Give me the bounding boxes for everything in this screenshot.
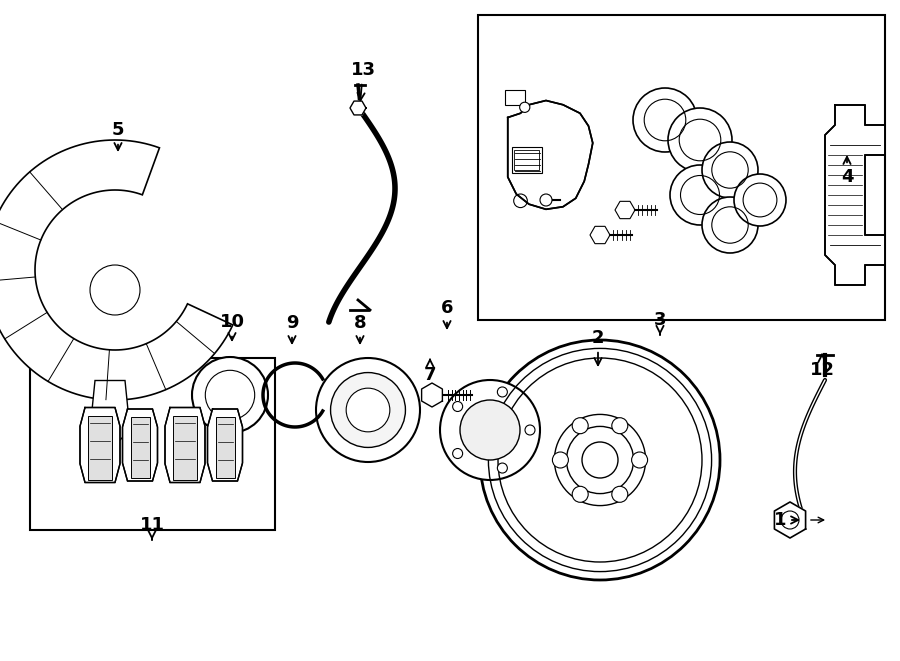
Polygon shape xyxy=(88,416,112,479)
Circle shape xyxy=(498,463,508,473)
Bar xyxy=(512,147,542,173)
Polygon shape xyxy=(0,140,233,400)
Circle shape xyxy=(670,165,730,225)
Polygon shape xyxy=(122,409,158,481)
Text: 10: 10 xyxy=(220,313,245,340)
Text: 8: 8 xyxy=(354,314,366,343)
Polygon shape xyxy=(615,202,635,219)
Bar xyxy=(478,15,885,320)
Circle shape xyxy=(346,388,390,432)
Circle shape xyxy=(525,425,535,435)
Circle shape xyxy=(480,340,720,580)
Text: 6: 6 xyxy=(441,299,454,329)
Circle shape xyxy=(702,142,758,198)
Bar xyxy=(30,358,275,530)
Circle shape xyxy=(668,108,732,172)
Text: 2: 2 xyxy=(592,329,604,365)
Circle shape xyxy=(90,265,140,315)
Circle shape xyxy=(612,418,628,434)
Circle shape xyxy=(582,442,618,478)
Circle shape xyxy=(633,88,697,152)
Polygon shape xyxy=(505,90,525,105)
Circle shape xyxy=(453,449,463,459)
Circle shape xyxy=(192,357,268,433)
Text: 1: 1 xyxy=(774,511,798,529)
Text: 12: 12 xyxy=(809,354,834,379)
Polygon shape xyxy=(80,407,120,483)
Circle shape xyxy=(572,486,589,502)
Bar xyxy=(514,150,539,170)
Circle shape xyxy=(632,452,648,468)
Text: 11: 11 xyxy=(140,516,165,539)
Circle shape xyxy=(519,102,530,112)
Circle shape xyxy=(316,358,420,462)
Polygon shape xyxy=(165,407,205,483)
Polygon shape xyxy=(130,417,149,478)
Circle shape xyxy=(702,197,758,253)
Text: 3: 3 xyxy=(653,311,666,334)
Circle shape xyxy=(612,486,628,502)
Polygon shape xyxy=(350,101,366,115)
Circle shape xyxy=(440,380,540,480)
Polygon shape xyxy=(173,416,197,479)
Polygon shape xyxy=(590,226,610,244)
Polygon shape xyxy=(774,502,806,538)
Text: 9: 9 xyxy=(286,314,298,343)
Circle shape xyxy=(734,174,786,226)
Circle shape xyxy=(553,452,569,468)
Polygon shape xyxy=(215,417,235,478)
Circle shape xyxy=(572,418,589,434)
Circle shape xyxy=(498,387,508,397)
Polygon shape xyxy=(421,383,443,407)
Text: 7: 7 xyxy=(424,360,436,384)
Polygon shape xyxy=(825,105,885,285)
Circle shape xyxy=(330,373,405,447)
Text: 13: 13 xyxy=(350,61,375,100)
Circle shape xyxy=(453,401,463,412)
Polygon shape xyxy=(90,381,130,450)
Circle shape xyxy=(540,194,552,206)
Polygon shape xyxy=(208,409,242,481)
Text: 4: 4 xyxy=(841,157,853,186)
Polygon shape xyxy=(508,100,593,210)
Circle shape xyxy=(460,400,520,460)
Text: 5: 5 xyxy=(112,121,124,150)
